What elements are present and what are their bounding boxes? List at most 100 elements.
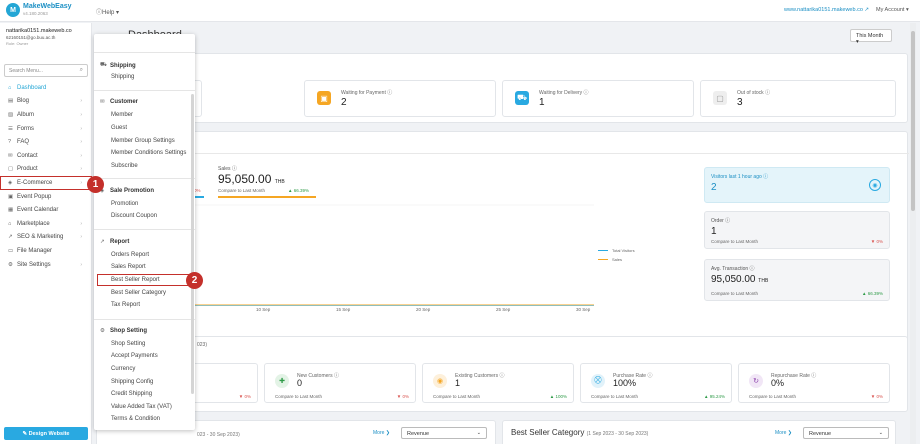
sidebar-item-label: E-Commerce [17, 179, 53, 186]
stat-label: Out of stock ⓘ [737, 90, 771, 96]
section-title: Customer [110, 99, 139, 105]
visitors-underline [194, 196, 204, 198]
customer-label: Repurchase Rate ⓘ [771, 373, 817, 379]
sidebar-item-label: Marketplace [17, 220, 50, 227]
cart-icon: ⛒ [591, 374, 605, 388]
truck-icon: ⛟ [100, 62, 107, 68]
menu-item-discount-coupon[interactable]: Discount Coupon [111, 213, 158, 219]
menu-item-member-group-settings[interactable]: Member Group Settings [111, 138, 175, 144]
sidebar-item-faq[interactable]: ? FAQ › [0, 135, 92, 149]
customer-change: ▼ 0% [238, 394, 251, 399]
x-tick: 20 Sep [416, 307, 431, 312]
sidebar-item-label: Dashboard [17, 84, 47, 91]
customer-compare: Compare to Last Month [591, 394, 639, 399]
customer-value: 1 [455, 378, 461, 388]
my-account-menu[interactable]: My Account ▾ [876, 7, 909, 13]
chevron-right-icon: › [80, 179, 82, 186]
search-icon: ⌕ [79, 67, 83, 73]
sidebar-item-dashboard[interactable]: ⌂ Dashboard [0, 81, 92, 95]
folder-icon: ▭ [8, 247, 14, 254]
menu-item-accept-payments[interactable]: Accept Payments [111, 353, 158, 359]
divider [94, 319, 195, 320]
menu-item-vat[interactable]: Value Added Tax (VAT) [111, 404, 172, 410]
avg-unit: THB [758, 278, 769, 284]
popup-icon: ▣ [8, 193, 14, 200]
menu-item-subscribe[interactable]: Subscribe [111, 163, 138, 169]
sidebar-item-site-settings[interactable]: ⚙ Site Settings › [0, 258, 92, 272]
menu-item-sales-report[interactable]: Sales Report [111, 264, 146, 270]
page-scrollbar[interactable] [910, 23, 916, 444]
sidebar-item-event-calendar[interactable]: ▦ Event Calendar [0, 203, 92, 217]
legend-sales-swatch [598, 259, 608, 260]
revenue-select[interactable]: Revenue ⌄ [401, 427, 487, 439]
menu-item-best-seller-category[interactable]: Best Seller Category [111, 290, 167, 296]
menu-item-currency[interactable]: Currency [111, 366, 136, 372]
avg-label: Avg. Transaction ⓘ [711, 266, 755, 272]
more-link[interactable]: More ❯ [373, 430, 390, 436]
order-stat-card[interactable]: ▢ Out of stock ⓘ 3 [700, 80, 896, 117]
user-role: Role: Owner [6, 41, 29, 46]
best-seller-category-title: Best Seller Category (1 Sep 2023 - 30 Se… [511, 428, 648, 437]
logo[interactable]: M MakeWebEasy v4.180.2063 [6, 3, 72, 17]
sidebar-item-album[interactable]: ▨ Album › [0, 108, 92, 122]
site-link[interactable]: www.nattarika0151.makeweb.co ↗ [784, 7, 869, 13]
menu-item-member-conditions-settings[interactable]: Member Conditions Settings [111, 150, 187, 156]
box-icon: ▢ [8, 166, 14, 173]
menu-item-credit-shipping[interactable]: Credit Shipping [111, 391, 153, 397]
divider [94, 52, 195, 53]
visitors-value: 2 [711, 182, 717, 193]
menu-item-shipping-config[interactable]: Shipping Config [111, 379, 154, 385]
chart-icon: ↗ [8, 234, 13, 241]
sales-unit: THB [274, 179, 285, 185]
menu-item-member[interactable]: Member [111, 112, 134, 118]
stat-label: Waiting for Payment ⓘ [341, 90, 393, 96]
customer-label: Purchase Rate ⓘ [613, 373, 653, 379]
sidebar-item-event-popup[interactable]: ▣ Event Popup [0, 190, 92, 204]
order-stat-card[interactable]: ⛟ Waiting for Delivery ⓘ 1 [502, 80, 694, 117]
menu-item-terms-condition[interactable]: Terms & Condition [111, 416, 161, 422]
divider [94, 229, 195, 230]
gear-icon: ⚙ [8, 261, 13, 268]
stat-value: 3 [737, 97, 743, 108]
menu-item-promotion[interactable]: Promotion [111, 201, 139, 207]
design-website-button[interactable]: ✎ Design Website [4, 427, 88, 440]
help-menu[interactable]: ⓘHelp ▾ [96, 7, 119, 16]
sidebar-item-ecommerce[interactable]: ◈ E-Commerce › [0, 176, 92, 190]
menu-item-orders-report[interactable]: Orders Report [111, 252, 150, 258]
revenue-select[interactable]: Revenue ⌄ [803, 427, 889, 439]
stat-value: 1 [539, 97, 545, 108]
sidebar-item-marketplace[interactable]: ⌂ Marketplace › [0, 217, 92, 231]
sidebar-item-file-manager[interactable]: ▭ File Manager [0, 244, 92, 258]
sidebar-item-label: SEO & Marketing [17, 234, 64, 241]
tag-icon: ◈ [8, 179, 13, 186]
sidebar-item-label: FAQ [17, 139, 30, 146]
sidebar-item-product[interactable]: ▢ Product › [0, 163, 92, 177]
customer-stat-card: ⛒ Purchase Rate ⓘ 100% Compare to Last M… [580, 363, 732, 403]
dropdown-scrollbar[interactable] [191, 94, 194, 394]
page-scrollbar-thumb[interactable] [911, 31, 915, 211]
customer-stat-card: ◉ Existing Customers ⓘ 1 Compare to Last… [422, 363, 574, 403]
x-tick: 10 Sep [256, 307, 271, 312]
step-badge-1: 1 [87, 176, 104, 193]
menu-item-shop-setting[interactable]: Shop Setting [111, 341, 146, 347]
chart-icon: ↗ [100, 239, 105, 245]
step-badge-2: 2 [186, 272, 203, 289]
menu-item-tax-report[interactable]: Tax Report [111, 302, 141, 308]
menu-item-guest[interactable]: Guest [111, 125, 128, 131]
order-stat-card[interactable]: ▣ Waiting for Payment ⓘ 2 [304, 80, 496, 117]
sidebar-item-blog[interactable]: ▤ Blog › [0, 95, 92, 109]
menu-item-best-seller-report[interactable]: Best Seller Report [111, 277, 160, 283]
section-shop-setting: ⚙ Shop Setting [100, 328, 147, 334]
sidebar-item-forms[interactable]: ☰ Forms › [0, 122, 92, 136]
sidebar-item-seo-marketing[interactable]: ↗ SEO & Marketing › [0, 231, 92, 245]
customer-change: ▼ 0% [396, 394, 409, 399]
chevron-right-icon: › [80, 234, 82, 241]
ecommerce-dropdown-menu: ⛟ Shipping Shipping ✉ Customer Member Gues… [94, 34, 195, 430]
period-select[interactable]: This Month ▾ [850, 29, 892, 45]
customer-compare: Compare to Last Month [433, 394, 481, 399]
sidebar-item-contact[interactable]: ✉ Contact › [0, 149, 92, 163]
section-sale-promotion: ◈ Sale Promotion [100, 188, 154, 194]
search-menu-input[interactable]: Search Menu... ⌕ [4, 64, 88, 77]
more-link[interactable]: More ❯ [775, 430, 792, 436]
menu-item-shipping[interactable]: Shipping [111, 74, 135, 80]
